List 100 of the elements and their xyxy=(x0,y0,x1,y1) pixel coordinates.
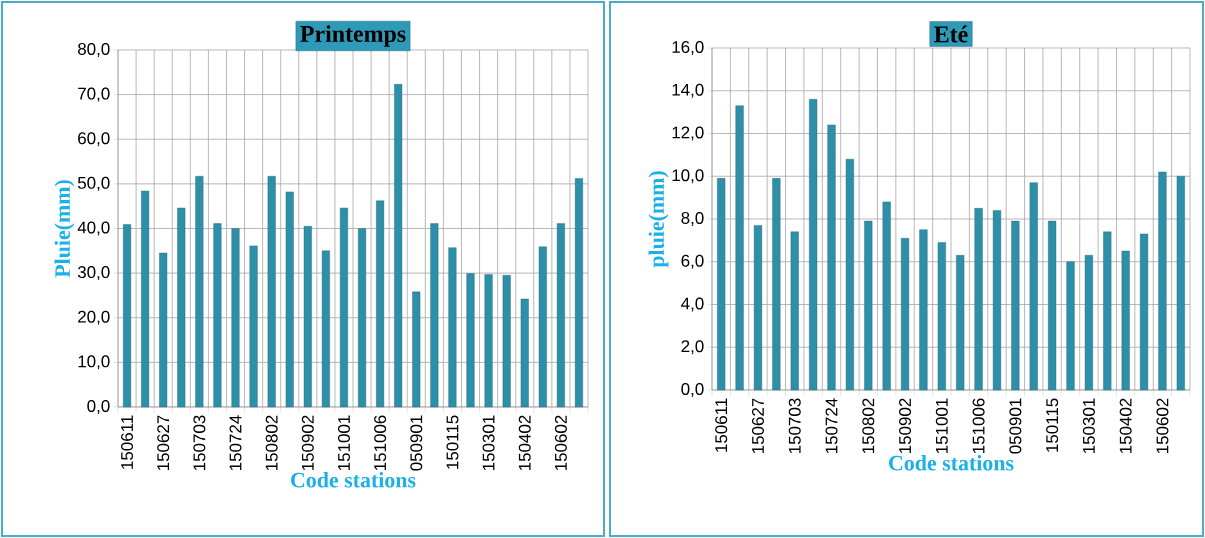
x-tick-label: 150627 xyxy=(751,398,764,453)
bar xyxy=(827,124,836,391)
bar xyxy=(412,291,421,408)
bar xyxy=(1011,220,1020,391)
bar xyxy=(1029,182,1038,391)
bar xyxy=(809,99,818,391)
bar xyxy=(484,274,493,408)
bar xyxy=(249,245,258,408)
x-tick-label: 150724 xyxy=(825,398,838,453)
bar xyxy=(1084,255,1093,391)
bar xyxy=(753,225,763,391)
bar xyxy=(956,255,965,391)
bar xyxy=(882,201,891,391)
y-tick-label: 20,0 xyxy=(78,310,110,325)
bar xyxy=(538,246,547,408)
x-tick-label: 150902 xyxy=(301,415,314,470)
x-tick-label: 151001 xyxy=(337,415,350,470)
y-tick-label: 8,0 xyxy=(681,211,704,226)
bar xyxy=(937,242,946,391)
bar xyxy=(303,226,312,408)
x-tick-label: 150627 xyxy=(157,415,170,470)
bar xyxy=(177,207,186,408)
x-axis-title: Code stations xyxy=(889,455,1014,471)
x-tick-label: 150301 xyxy=(482,415,495,470)
x-tick-label: 150602 xyxy=(554,415,567,470)
y-tick-label: 30,0 xyxy=(77,266,110,281)
bar xyxy=(717,178,726,391)
bar xyxy=(520,298,529,408)
y-tick-label: 16,0 xyxy=(672,40,704,55)
x-tick-label: 150402 xyxy=(518,415,531,470)
bar xyxy=(1139,233,1149,391)
y-tick-label: 60,0 xyxy=(78,132,110,147)
chart-title: Eté xyxy=(934,25,968,43)
bar xyxy=(1176,176,1185,391)
y-tick-label: 50,0 xyxy=(77,176,110,191)
x-tick-label: 151006 xyxy=(374,415,387,470)
x-tick-label: 150301 xyxy=(1082,398,1095,453)
y-tick-label: 6,0 xyxy=(681,254,704,269)
x-tick-label: 150703 xyxy=(193,415,206,470)
bar xyxy=(339,207,348,408)
x-tick-label: 150802 xyxy=(862,398,875,453)
bar xyxy=(1103,231,1112,391)
y-tick-label: 14,0 xyxy=(672,83,704,98)
x-tick-label: 151001 xyxy=(935,398,948,453)
x-tick-label: 150703 xyxy=(788,398,801,453)
y-tick-label: 10,0 xyxy=(672,169,704,184)
x-tick-label: 151006 xyxy=(972,398,985,453)
bar xyxy=(790,231,799,391)
x-tick-label: 150402 xyxy=(1119,398,1132,453)
bar xyxy=(574,178,583,408)
x-tick-label: 050901 xyxy=(410,415,423,471)
bar xyxy=(285,191,294,408)
bar xyxy=(141,190,150,408)
bar xyxy=(159,252,168,408)
bar xyxy=(1158,171,1167,391)
y-tick-label: 40,0 xyxy=(77,221,110,236)
y-tick-label: 80,0 xyxy=(78,42,110,57)
x-tick-label: 050901 xyxy=(1009,398,1022,454)
x-tick-label: 150902 xyxy=(899,398,912,453)
bar xyxy=(772,178,781,391)
bar xyxy=(267,176,276,408)
y-tick-label: 0,0 xyxy=(681,382,704,397)
bar xyxy=(992,210,1002,391)
bar xyxy=(502,275,511,408)
y-tick-label: 4,0 xyxy=(681,297,704,312)
x-tick-label: 150115 xyxy=(1046,398,1059,452)
bar xyxy=(1121,250,1130,391)
bar xyxy=(430,223,439,408)
y-axis-title: Pluie(mm) xyxy=(54,180,75,278)
bar xyxy=(123,224,132,408)
x-tick-label: 150724 xyxy=(229,415,242,470)
bar xyxy=(448,247,457,408)
bar xyxy=(1066,261,1075,391)
x-tick-label: 150602 xyxy=(1156,398,1169,453)
x-axis-title: Code stations xyxy=(291,472,416,488)
x-tick-label: 150802 xyxy=(265,415,278,470)
bar xyxy=(231,228,240,408)
bar xyxy=(900,238,910,391)
y-axis-title: pluie(mm) xyxy=(648,171,669,268)
x-tick-label: 150115 xyxy=(446,415,459,469)
bar xyxy=(845,158,854,391)
y-tick-label: 10,0 xyxy=(78,355,110,370)
bar xyxy=(213,223,222,408)
bar xyxy=(919,229,928,391)
bar xyxy=(195,176,204,408)
y-tick-label: 0,0 xyxy=(87,399,110,414)
y-tick-label: 2,0 xyxy=(681,340,704,355)
bar xyxy=(321,250,330,408)
bar xyxy=(864,220,873,391)
bar xyxy=(1048,220,1057,391)
bar xyxy=(974,208,983,391)
x-tick-label: 150611 xyxy=(121,415,134,469)
bar xyxy=(376,200,385,408)
bar xyxy=(394,84,403,408)
y-tick-label: 12,0 xyxy=(672,126,704,141)
bar xyxy=(735,105,744,391)
x-tick-label: 150611 xyxy=(715,398,728,452)
bar xyxy=(358,228,367,408)
y-tick-label: 70,0 xyxy=(78,87,110,102)
bar xyxy=(466,273,475,408)
